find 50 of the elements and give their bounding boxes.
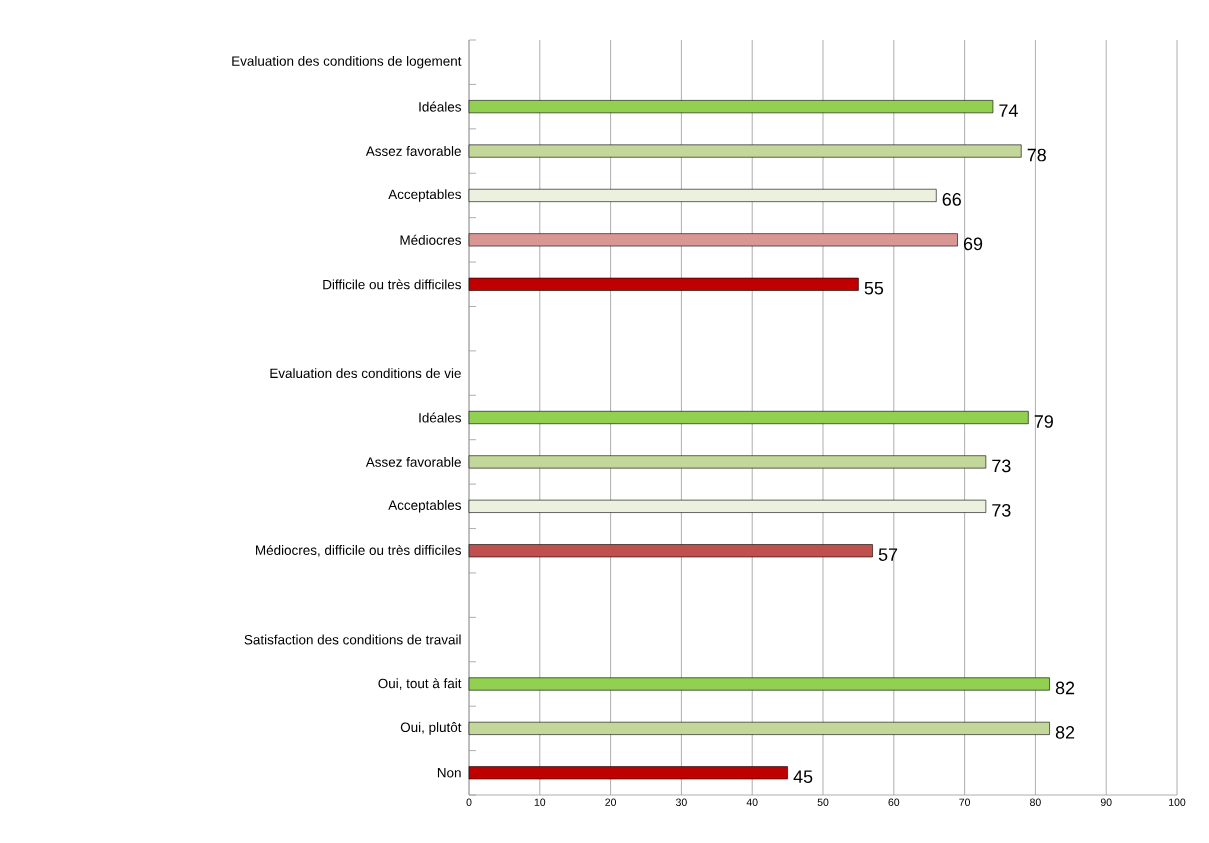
y-tick-label: Evaluation des conditions de vie bbox=[270, 368, 461, 379]
x-tick-label: 20 bbox=[605, 798, 617, 806]
bar bbox=[468, 455, 987, 469]
x-tick-label: 100 bbox=[1169, 798, 1186, 806]
bar bbox=[468, 410, 1029, 425]
x-tick-label: 50 bbox=[817, 798, 829, 806]
y-tick-label: Oui, tout à fait bbox=[378, 678, 462, 690]
bar bbox=[468, 144, 1022, 158]
y-tick-label: Idéales bbox=[419, 101, 461, 112]
x-tick-label: 30 bbox=[675, 798, 687, 806]
data-label: 78 bbox=[1027, 148, 1046, 162]
y-tick-label: Médiocres bbox=[400, 234, 461, 245]
data-label: 57 bbox=[878, 548, 898, 561]
y-tick-label: Difficile ou très difficiles bbox=[323, 279, 461, 290]
y-tick-label: Oui, plutôt bbox=[400, 722, 462, 735]
y-tick-label: Médiocres, difficile ou très difficiles bbox=[256, 544, 461, 557]
x-tick-label: 0 bbox=[466, 798, 472, 806]
y-tick-label: Satisfaction des conditions de travail bbox=[244, 634, 461, 645]
data-label: 73 bbox=[992, 459, 1011, 473]
y-tick-label: Non bbox=[437, 768, 461, 778]
bar bbox=[468, 499, 987, 513]
x-tick-label: 80 bbox=[1030, 798, 1041, 806]
y-tick-label: Evaluation des conditions de logement bbox=[232, 55, 462, 69]
y-tick-label: Assez favorable bbox=[365, 456, 461, 467]
bar bbox=[468, 677, 1050, 691]
data-label: 55 bbox=[864, 281, 884, 295]
y-tick-label: Idéales bbox=[419, 412, 461, 423]
x-tick-label: 40 bbox=[746, 798, 758, 806]
data-label: 66 bbox=[942, 193, 961, 206]
bar bbox=[468, 766, 788, 780]
x-tick-label: 70 bbox=[959, 798, 971, 806]
bar bbox=[468, 721, 1050, 735]
bar bbox=[468, 233, 958, 247]
bar bbox=[468, 100, 994, 114]
data-label: 82 bbox=[1055, 681, 1075, 695]
data-label: 69 bbox=[963, 237, 983, 251]
data-label: 79 bbox=[1034, 415, 1053, 428]
data-label: 82 bbox=[1055, 726, 1075, 739]
bar bbox=[468, 188, 937, 202]
y-tick-label: Acceptables bbox=[388, 189, 461, 202]
bar bbox=[468, 277, 859, 291]
x-tick-label: 90 bbox=[1100, 798, 1112, 806]
data-label: 74 bbox=[999, 104, 1018, 117]
data-label: 73 bbox=[992, 503, 1011, 517]
x-tick-label: 10 bbox=[534, 798, 546, 806]
y-tick-label: Assez favorable bbox=[365, 146, 461, 156]
bar bbox=[468, 544, 873, 558]
y-tick-label: Acceptables bbox=[388, 500, 461, 513]
x-tick-label: 60 bbox=[888, 798, 900, 806]
data-label: 45 bbox=[793, 770, 813, 784]
